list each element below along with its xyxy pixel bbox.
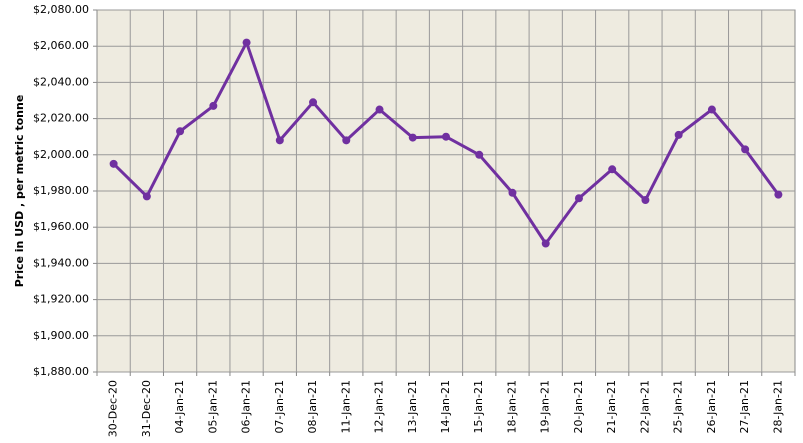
x-tick-label: 26-Jan-21 <box>705 380 718 434</box>
x-tick-label: 04-Jan-21 <box>173 380 186 434</box>
x-tick-label: 15-Jan-21 <box>472 380 485 434</box>
y-tick-label: $2,000.00 <box>33 148 89 161</box>
data-point <box>475 150 484 159</box>
x-tick-label: 06-Jan-21 <box>240 380 253 434</box>
data-point <box>741 145 750 154</box>
data-point <box>541 239 550 248</box>
data-point <box>608 165 617 174</box>
x-tick-label: 30-Dec-20 <box>107 380 120 437</box>
y-tick-label: $1,980.00 <box>33 184 89 197</box>
data-point <box>508 188 517 197</box>
data-point <box>674 130 683 139</box>
y-tick-label: $2,080.00 <box>33 3 89 16</box>
data-point <box>707 105 716 114</box>
data-point <box>275 136 284 145</box>
y-tick-label: $2,060.00 <box>33 39 89 52</box>
x-tick-label: 18-Jan-21 <box>505 380 518 434</box>
y-tick-label: $2,040.00 <box>33 75 89 88</box>
x-tick-label: 31-Dec-20 <box>140 380 153 437</box>
data-point <box>641 196 650 205</box>
x-tick-label: 13-Jan-21 <box>406 380 419 434</box>
x-tick-label: 22-Jan-21 <box>638 380 651 434</box>
x-tick-label: 12-Jan-21 <box>373 380 386 434</box>
data-point <box>309 98 318 107</box>
x-tick-label: 08-Jan-21 <box>306 380 319 434</box>
x-tick-label: 25-Jan-21 <box>672 380 685 434</box>
x-tick-label: 21-Jan-21 <box>605 380 618 434</box>
data-point <box>375 105 384 114</box>
data-point <box>574 194 583 203</box>
data-point <box>408 133 417 142</box>
data-point <box>242 38 251 47</box>
y-tick-label: $1,880.00 <box>33 365 89 378</box>
data-point <box>209 101 218 110</box>
y-tick-label: $1,920.00 <box>33 293 89 306</box>
data-point <box>176 127 185 136</box>
y-tick-label: $2,020.00 <box>33 112 89 125</box>
x-tick-label: 19-Jan-21 <box>539 380 552 434</box>
x-tick-label: 05-Jan-21 <box>206 380 219 434</box>
x-tick-label: 11-Jan-21 <box>339 380 352 434</box>
x-tick-label: 28-Jan-21 <box>771 380 784 434</box>
data-point <box>109 159 118 168</box>
data-point <box>774 190 783 199</box>
x-tick-label: 27-Jan-21 <box>738 380 751 434</box>
data-point <box>342 136 351 145</box>
x-tick-label: 07-Jan-21 <box>273 380 286 434</box>
x-tick-label: 14-Jan-21 <box>439 380 452 434</box>
y-axis-label: Price in USD , per metric tonne <box>13 95 26 288</box>
x-tick-label: 20-Jan-21 <box>572 380 585 434</box>
y-tick-label: $1,940.00 <box>33 256 89 269</box>
y-tick-label: $1,900.00 <box>33 329 89 342</box>
y-tick-label: $1,960.00 <box>33 220 89 233</box>
data-point <box>442 132 450 141</box>
data-point <box>142 192 151 201</box>
